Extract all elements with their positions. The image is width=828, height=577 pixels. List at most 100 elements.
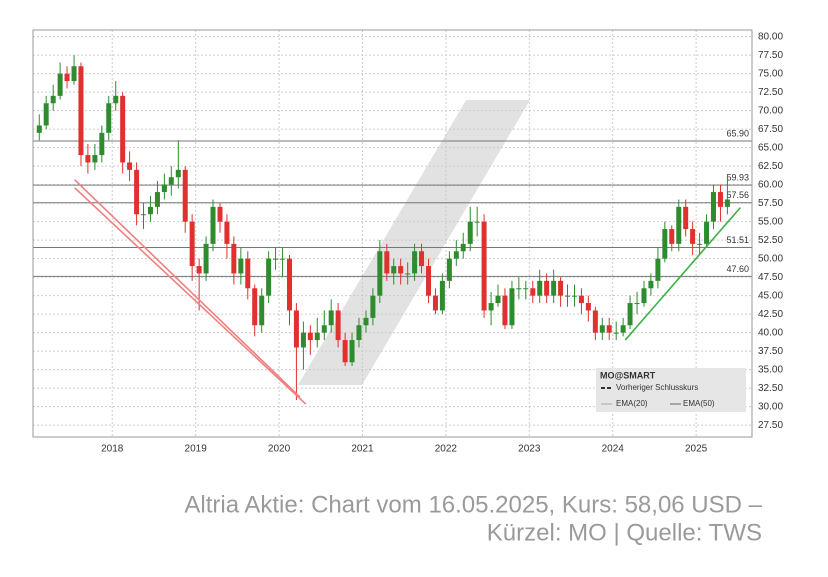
candle-body (154, 192, 160, 207)
y-tick-label: 75.00 (758, 68, 783, 79)
y-tick-label: 35.00 (758, 364, 783, 375)
candle-body (704, 221, 710, 244)
candle-body (585, 303, 591, 311)
candle-body (50, 95, 56, 104)
candle-body (655, 258, 661, 281)
candle-body (252, 288, 258, 326)
candle-body (328, 310, 334, 326)
candle-body (78, 66, 84, 156)
y-tick-label: 47.50 (758, 272, 783, 283)
x-tick-label: 2022 (435, 444, 458, 455)
candle-body (634, 303, 640, 305)
plot-frame (32, 29, 753, 438)
candle-body (134, 169, 140, 215)
level-label: 47.60 (726, 264, 749, 274)
candle-body (64, 73, 70, 82)
candle-body (523, 288, 529, 290)
y-tick-label: 70.00 (758, 105, 783, 116)
x-tick-label: 2018 (101, 444, 124, 455)
trend-line (624, 207, 741, 341)
candle-body (558, 280, 564, 296)
candle-body (669, 229, 675, 244)
candle-body (648, 280, 654, 289)
candle-body (384, 251, 390, 274)
legend-box (596, 368, 746, 412)
y-tick-label: 37.50 (758, 346, 783, 357)
x-tick-label: 2023 (518, 444, 541, 455)
candle-body (551, 280, 557, 296)
candle-body (627, 303, 633, 326)
candle-body (432, 295, 438, 311)
candle-body (314, 332, 320, 341)
candle-body (71, 66, 77, 82)
candle-body (391, 266, 397, 274)
x-tick-label: 2025 (685, 444, 708, 455)
candle-body (147, 206, 153, 215)
candle-body (106, 103, 112, 133)
candle-body (335, 310, 341, 341)
legend-item: EMA(50) (683, 399, 715, 408)
candle-body (120, 95, 126, 163)
candle-body (168, 177, 174, 185)
candle-body (161, 184, 167, 193)
y-tick-label: 60.00 (758, 179, 783, 190)
candle-body (92, 155, 98, 163)
y-tick-label: 32.50 (758, 383, 783, 394)
candle-body (141, 214, 147, 216)
caption: Kürzel: MO | Quelle: TWS (487, 519, 762, 546)
candle-body (544, 280, 550, 296)
y-tick-label: 30.00 (758, 401, 783, 412)
candle-body (405, 273, 411, 275)
candle-body (245, 258, 251, 289)
candle-body (578, 295, 584, 304)
level-label: 51.51 (726, 235, 749, 245)
candle-body (189, 221, 195, 267)
y-tick-label: 55.00 (758, 216, 783, 227)
candle-body (426, 266, 432, 296)
candle-body (530, 288, 536, 296)
candle-body (377, 251, 383, 296)
candle-body (203, 243, 209, 274)
legend-item: Vorheriger Schlusskurs (616, 383, 698, 392)
candle-body (286, 258, 292, 311)
level-label: 65.90 (726, 128, 749, 138)
candle-body (676, 206, 682, 244)
y-tick-label: 27.50 (758, 420, 783, 431)
candle-body (300, 332, 306, 348)
candle-body (36, 125, 42, 133)
candle-body (641, 288, 647, 304)
y-tick-label: 65.00 (758, 142, 783, 153)
candle-body (349, 340, 355, 363)
candle-body (196, 266, 202, 274)
candle-body (127, 162, 133, 170)
candle-body (564, 295, 570, 297)
candle-body (231, 243, 237, 274)
candle-body (43, 103, 49, 126)
candle-body (606, 325, 612, 333)
candle-body (363, 317, 369, 326)
candle-body (613, 332, 619, 334)
y-tick-label: 57.50 (758, 198, 783, 209)
candle-body (460, 243, 466, 252)
candle-body (488, 303, 494, 311)
legend: MO@SMART Vorheriger Schlusskurs EMA(20) … (596, 368, 746, 412)
candle-body (113, 95, 119, 104)
x-tick-label: 2019 (185, 444, 208, 455)
y-tick-label: 52.50 (758, 235, 783, 246)
candle-body (57, 73, 63, 96)
candle-body (182, 169, 188, 222)
candle-body (710, 192, 716, 222)
candle-body (398, 266, 404, 274)
candle-body (412, 251, 418, 274)
candle-body (453, 251, 459, 259)
candle-body (516, 288, 522, 290)
caption: Altria Aktie: Chart vom 16.05.2025, Kurs… (184, 491, 762, 518)
watermark (298, 100, 530, 385)
candle-body (224, 221, 230, 244)
candle-body (446, 258, 452, 281)
candle-body (419, 251, 425, 267)
candle-body (293, 310, 299, 348)
candle-body (683, 206, 689, 230)
candle-body (537, 280, 543, 296)
y-tick-label: 77.50 (758, 50, 783, 61)
